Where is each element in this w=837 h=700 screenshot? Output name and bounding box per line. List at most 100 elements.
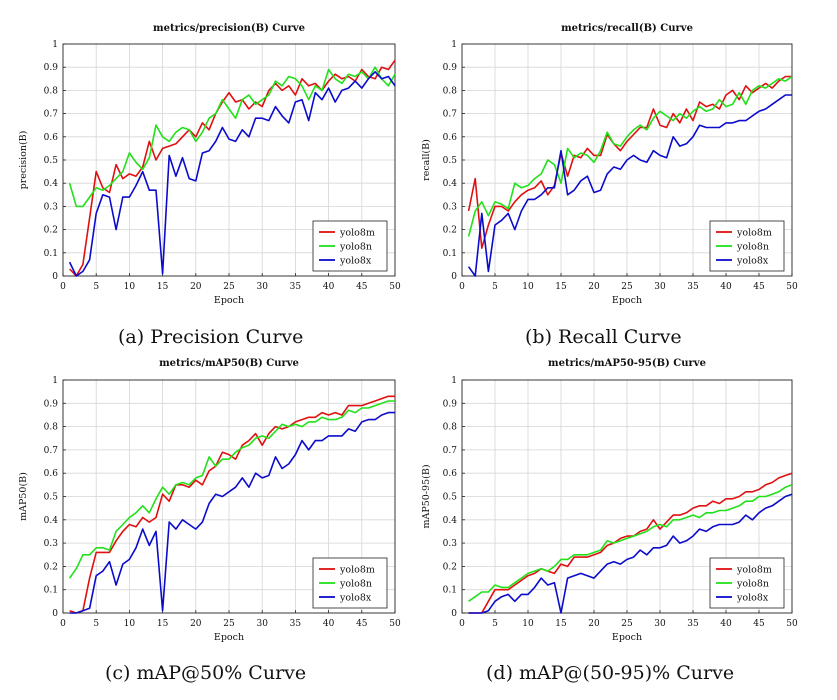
x-tick-label: 45 xyxy=(356,282,368,292)
x-tick-label: 0 xyxy=(60,282,66,292)
x-tick-label: 30 xyxy=(654,282,666,292)
x-tick-label: 30 xyxy=(654,619,666,629)
legend: yolo8m yolo8n yolo8x xyxy=(312,220,388,272)
x-axis-label: Epoch xyxy=(214,295,244,306)
caption-map50-95: (d) mAP@(50-95)% Curve xyxy=(486,662,735,684)
x-tick-label: 35 xyxy=(290,282,302,292)
legend-label-yolo8x: yolo8x xyxy=(339,593,372,604)
series-line-yolo8x xyxy=(69,411,395,614)
x-tick-label: 15 xyxy=(555,619,567,629)
y-tick-label: 0.4 xyxy=(443,516,458,526)
x-tick-label: 5 xyxy=(93,619,99,629)
legend: yolo8m yolo8n yolo8x xyxy=(709,220,785,272)
series-line-yolo8m xyxy=(467,75,792,249)
y-tick-label: 0.2 xyxy=(443,562,457,572)
series-line-yolo8n xyxy=(468,484,793,602)
chart-title: metrics/mAP50-95(B) Curve xyxy=(548,358,706,369)
x-tick-label: 0 xyxy=(60,619,66,629)
legend-label-yolo8n: yolo8n xyxy=(339,242,372,253)
x-tick-label: 50 xyxy=(786,619,798,629)
y-tick-label: 0.8 xyxy=(44,86,59,96)
x-tick-label: 15 xyxy=(157,282,169,292)
x-tick-label: 5 xyxy=(492,619,498,629)
x-tick-label: 15 xyxy=(555,282,567,292)
y-axis-label: mAP50-95(B) xyxy=(421,464,432,528)
map50-95-chart-panel: metrics/mAP50-95(B) Curve 0 5 10 15 20 25 30 35 4… xyxy=(418,350,837,700)
x-tick-label: 25 xyxy=(223,619,235,629)
x-tick-label: 50 xyxy=(389,619,401,629)
y-tick-label: 0.1 xyxy=(44,586,58,596)
series-line-yolo8n xyxy=(467,75,793,237)
x-tick-label: 0 xyxy=(459,619,465,629)
series-line-yolo8m xyxy=(69,395,395,614)
x-axis-label: Epoch xyxy=(612,632,642,643)
x-tick-label: 30 xyxy=(256,619,268,629)
y-tick-label: 0 xyxy=(451,272,457,282)
x-axis-label: Epoch xyxy=(612,295,642,306)
y-tick-label: 1 xyxy=(52,40,58,50)
chart-title: metrics/precision(B) Curve xyxy=(153,23,305,34)
y-tick-label: 0.3 xyxy=(443,202,458,212)
x-tick-label: 25 xyxy=(223,282,235,292)
y-tick-label: 0.3 xyxy=(44,539,59,549)
y-tick-label: 0.6 xyxy=(44,133,59,143)
y-tick-label: 0.4 xyxy=(443,179,458,189)
y-tick-label: 0.4 xyxy=(44,516,59,526)
y-tick-label: 0.4 xyxy=(44,179,59,189)
series-line-yolo8x xyxy=(468,493,793,614)
x-tick-label: 10 xyxy=(124,282,136,292)
y-tick-label: 0.5 xyxy=(443,156,458,166)
x-tick-label: 10 xyxy=(522,282,534,292)
x-tick-label: 25 xyxy=(621,282,633,292)
y-tick-label: 0 xyxy=(52,272,58,282)
legend-label-yolo8m: yolo8m xyxy=(339,228,375,239)
y-tick-label: 0.2 xyxy=(44,562,58,572)
series-line-yolo8n xyxy=(68,66,396,208)
y-tick-label: 0.1 xyxy=(443,586,457,596)
series-line-yolo8x xyxy=(467,94,792,277)
y-tick-label: 1 xyxy=(451,40,457,50)
y-tick-label: 0.6 xyxy=(443,133,458,143)
x-tick-label: 35 xyxy=(290,619,302,629)
y-tick-label: 0.3 xyxy=(443,539,458,549)
legend: yolo8m yolo8n yolo8x xyxy=(312,557,388,609)
x-tick-label: 10 xyxy=(124,619,136,629)
x-tick-label: 20 xyxy=(588,282,600,292)
y-tick-label: 0.7 xyxy=(44,446,59,456)
x-tick-label: 20 xyxy=(190,619,202,629)
y-tick-label: 0.7 xyxy=(443,446,458,456)
y-tick-label: 0.8 xyxy=(443,423,458,433)
y-tick-label: 0.2 xyxy=(44,226,58,236)
y-tick-label: 1 xyxy=(52,376,58,386)
legend-label-yolo8n: yolo8n xyxy=(736,242,769,253)
x-tick-label: 0 xyxy=(459,282,465,292)
y-tick-label: 0.1 xyxy=(44,249,58,259)
series-line-yolo8x xyxy=(68,71,396,277)
y-axis-label: precision(B) xyxy=(18,131,29,190)
legend-label-yolo8x: yolo8x xyxy=(736,256,769,267)
x-tick-label: 45 xyxy=(356,619,368,629)
caption-precision: (a) Precision Curve xyxy=(118,326,304,348)
y-tick-label: 0 xyxy=(451,609,457,619)
x-tick-label: 20 xyxy=(588,619,600,629)
y-tick-label: 0.5 xyxy=(44,493,59,503)
y-tick-label: 0.2 xyxy=(443,226,457,236)
y-tick-label: 0.6 xyxy=(443,469,458,479)
y-tick-label: 0.7 xyxy=(443,110,458,120)
x-tick-label: 50 xyxy=(389,282,401,292)
caption-recall: (b) Recall Curve xyxy=(525,326,682,348)
chart-title: metrics/mAP50(B) Curve xyxy=(159,358,299,369)
y-tick-label: 0.7 xyxy=(44,110,59,120)
x-tick-label: 35 xyxy=(687,282,699,292)
y-tick-label: 1 xyxy=(451,376,457,386)
x-tick-label: 45 xyxy=(753,619,765,629)
caption-map50: (c) mAP@50% Curve xyxy=(105,662,307,684)
legend-label-yolo8x: yolo8x xyxy=(339,256,372,267)
x-tick-label: 10 xyxy=(522,619,534,629)
legend-label-yolo8n: yolo8n xyxy=(339,579,372,590)
x-tick-label: 5 xyxy=(492,282,498,292)
legend-label-yolo8x: yolo8x xyxy=(736,593,769,604)
